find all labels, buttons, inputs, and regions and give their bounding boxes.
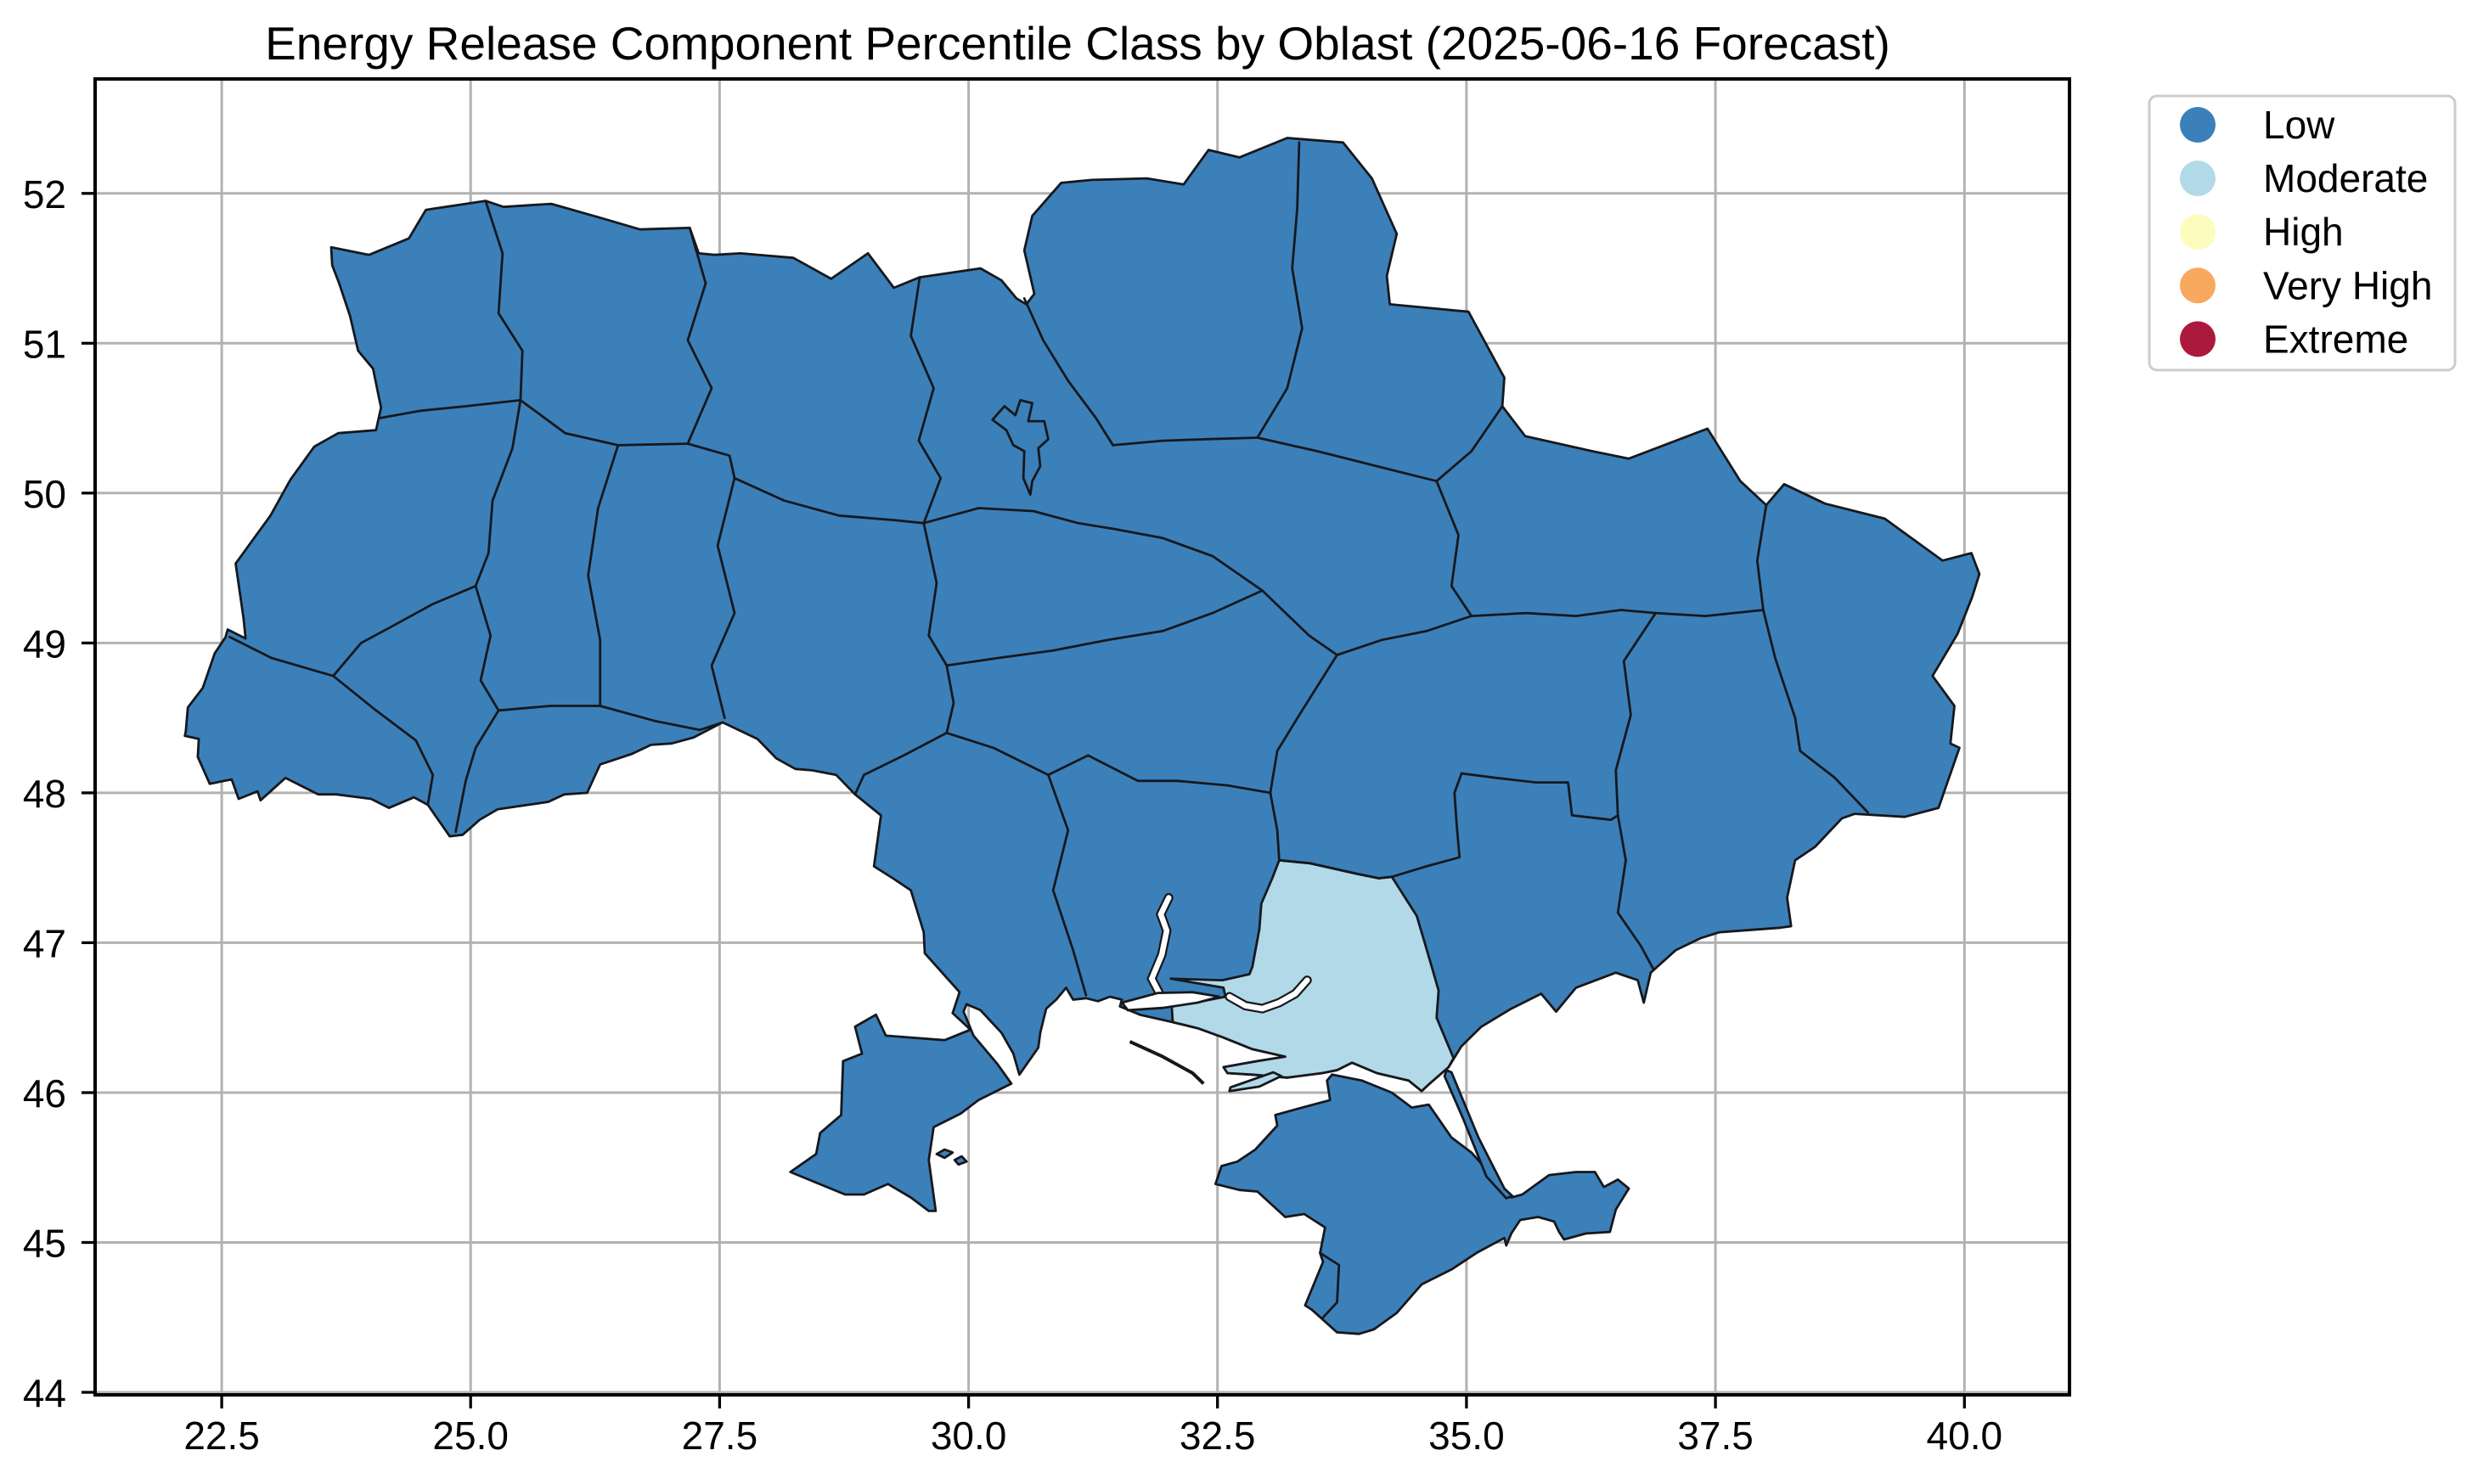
svg-text:32.5: 32.5 [1180, 1414, 1256, 1458]
svg-text:51: 51 [23, 322, 66, 366]
svg-text:Very High: Very High [2263, 263, 2432, 307]
svg-text:47: 47 [23, 921, 66, 965]
svg-text:High: High [2263, 210, 2344, 254]
svg-text:35.0: 35.0 [1428, 1414, 1505, 1458]
svg-text:49: 49 [23, 621, 66, 666]
svg-text:30.0: 30.0 [931, 1414, 1007, 1458]
svg-text:22.5: 22.5 [183, 1414, 260, 1458]
svg-text:45: 45 [23, 1222, 66, 1266]
svg-text:46: 46 [23, 1071, 66, 1116]
svg-text:Moderate: Moderate [2263, 156, 2428, 200]
svg-text:44: 44 [23, 1371, 66, 1415]
svg-text:50: 50 [23, 472, 66, 516]
svg-text:40.0: 40.0 [1927, 1414, 2003, 1458]
svg-text:Extreme: Extreme [2263, 317, 2408, 361]
svg-text:Low: Low [2263, 103, 2335, 147]
svg-text:25.0: 25.0 [432, 1414, 509, 1458]
svg-text:52: 52 [23, 172, 66, 216]
svg-text:Energy Release Component Perce: Energy Release Component Percentile Clas… [265, 17, 1890, 70]
svg-text:37.5: 37.5 [1677, 1414, 1754, 1458]
svg-text:48: 48 [23, 772, 66, 816]
svg-text:27.5: 27.5 [682, 1414, 758, 1458]
